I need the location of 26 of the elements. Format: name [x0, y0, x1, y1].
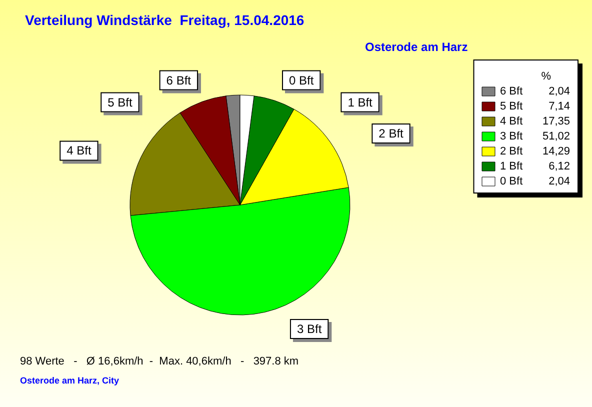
legend-label: 4 Bft [500, 116, 523, 128]
slice-label: 3 Bft [296, 322, 322, 336]
legend-label: 0 Bft [500, 176, 523, 188]
category-label: 2 Bft [378, 126, 404, 140]
text: 98 Werte - Ø 16,6km/h - Max. 40,6km/h - 397.8 km [20, 356, 299, 368]
legend-title: % [541, 70, 552, 82]
data-label: 7,14 [548, 100, 570, 112]
category-label: 1 Bft [348, 95, 372, 110]
legend-label: 2 Bft [500, 146, 523, 158]
text: Osterode am Harz, City [20, 376, 120, 386]
legend-label: 5 Bft [500, 100, 523, 112]
chart-title: Verteilung Windstärke Freitag, 15.04.2016 [25, 12, 304, 28]
data-label: 14,29 [542, 146, 570, 158]
slice-label: 4 Bft [66, 144, 92, 158]
legend-label: 3 Bft [500, 130, 523, 142]
category-label: 5 Bft [108, 95, 132, 110]
category-label: 6 Bft [166, 73, 191, 88]
data-label: 6,12 [548, 160, 570, 172]
data-label: 2,04 [548, 86, 570, 98]
data-label: 51,02 [542, 130, 570, 142]
chart-subtitle: Osterode am Harz [365, 40, 468, 54]
legend-label: 1 Bft [500, 160, 523, 172]
data-label: 2,04 [548, 176, 570, 188]
category-label: 0 Bft [289, 73, 314, 88]
legend-label: 6 Bft [500, 86, 523, 98]
data-label: 17,35 [542, 116, 570, 128]
